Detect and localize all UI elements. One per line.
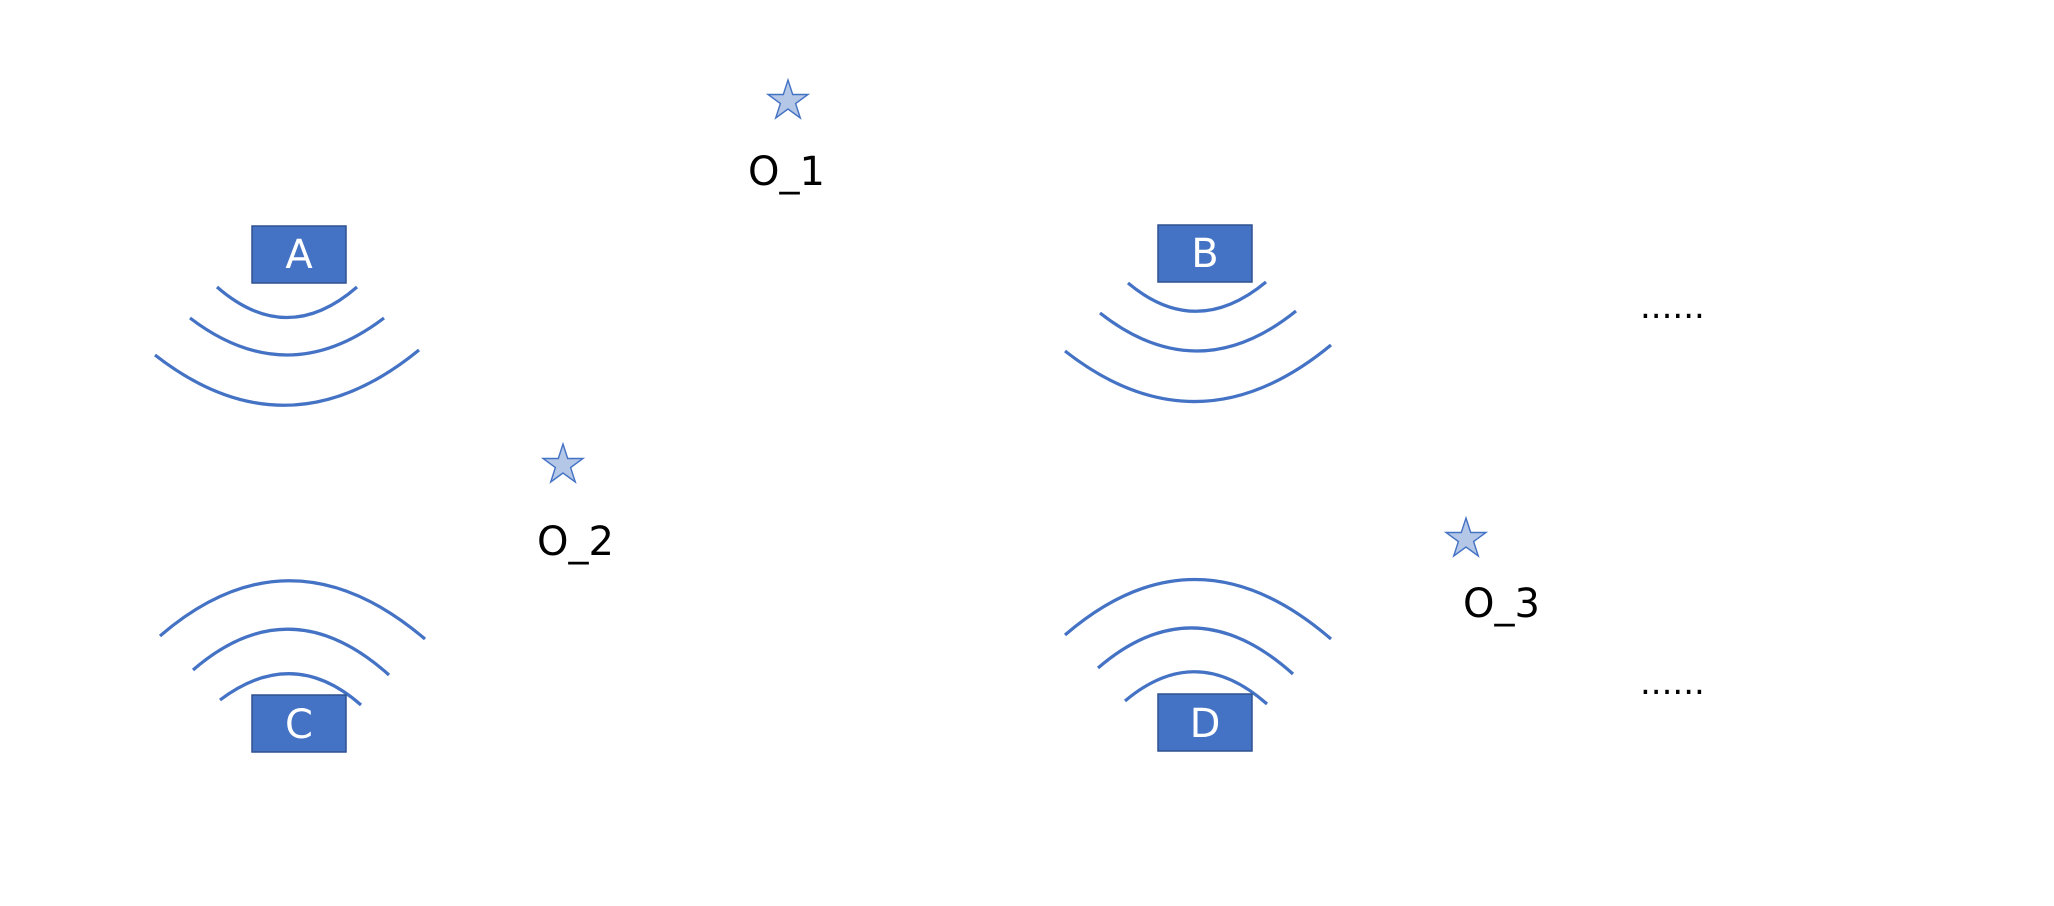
node-d-signal-icon — [1063, 577, 1333, 706]
continuation-ellipsis-top: ...... — [1640, 287, 1705, 327]
star-icon — [765, 77, 811, 120]
object-o3-label: O_3 — [1463, 581, 1540, 627]
object-o2: O_2 — [537, 441, 614, 565]
node-b-signal-icon — [1064, 280, 1333, 404]
node-c-label: C — [285, 702, 313, 748]
object-o1: O_1 — [748, 77, 825, 195]
node-c: C — [158, 579, 427, 753]
object-o2-label: O_2 — [537, 519, 614, 565]
node-c-box — [251, 694, 347, 753]
node-a-label: A — [285, 232, 313, 278]
node-a-signal-icon — [154, 285, 421, 407]
node-a-box — [251, 225, 347, 284]
continuation-ellipsis-bottom: ...... — [1640, 663, 1705, 703]
node-d-label: D — [1190, 701, 1221, 747]
object-o1-label: O_1 — [748, 149, 825, 195]
node-b-box — [1157, 224, 1253, 283]
node-d-box — [1157, 693, 1253, 752]
node-c-signal-icon — [158, 579, 427, 707]
object-o3: O_3 — [1443, 515, 1540, 627]
node-b-label: B — [1191, 231, 1218, 277]
node-d: D — [1063, 577, 1333, 752]
node-a: A — [154, 225, 421, 407]
star-icon — [540, 441, 586, 484]
node-b: B — [1064, 224, 1333, 404]
star-icon — [1443, 515, 1489, 558]
